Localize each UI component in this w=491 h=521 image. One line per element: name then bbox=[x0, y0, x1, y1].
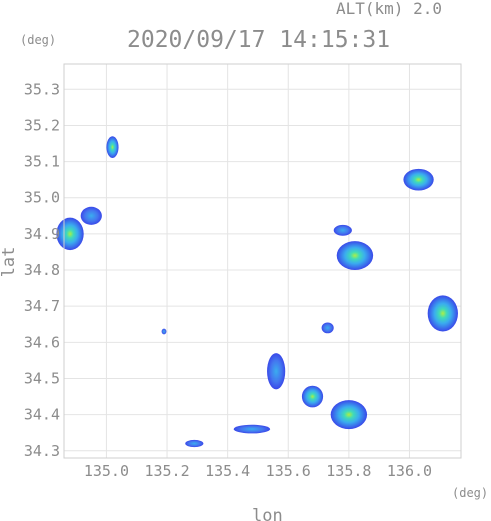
echo-cell bbox=[56, 217, 84, 251]
y-tick-label: 35.2 bbox=[24, 116, 60, 134]
altitude-label: ALT(km) 2.0 bbox=[336, 0, 442, 18]
echo-cell bbox=[80, 206, 102, 225]
echo-cell bbox=[267, 353, 286, 390]
echo-cell bbox=[330, 400, 368, 430]
x-tick-label: 136.0 bbox=[387, 462, 432, 480]
x-tick-label: 135.8 bbox=[326, 462, 371, 480]
grid bbox=[64, 64, 461, 458]
echo-cell bbox=[336, 241, 374, 271]
x-tick-label: 135.4 bbox=[205, 462, 250, 480]
y-tick-label: 34.6 bbox=[24, 333, 60, 351]
echo-cell bbox=[403, 168, 434, 191]
echo-cell bbox=[161, 328, 167, 335]
y-tick-label: 34.5 bbox=[24, 369, 60, 387]
y-tick-label: 34.4 bbox=[24, 406, 60, 424]
x-unit-label: (deg) bbox=[452, 486, 488, 500]
plot-frame bbox=[63, 63, 462, 459]
x-axis-label: lon bbox=[252, 506, 283, 521]
x-tick-labels: 135.0 135.2 135.4 135.6 135.8 136.0 bbox=[84, 462, 432, 480]
y-tick-labels: 34.3 34.4 34.5 34.6 34.7 34.8 34.9 35.0 35.1 35.2… bbox=[24, 80, 60, 459]
echo-cell bbox=[233, 424, 271, 434]
y-tick-label: 35.1 bbox=[24, 153, 60, 171]
y-tick-label: 35.0 bbox=[24, 189, 60, 207]
echo-cell bbox=[333, 224, 352, 236]
y-tick-label: 34.7 bbox=[24, 297, 60, 315]
y-tick-label: 34.8 bbox=[24, 261, 60, 279]
echo-cell bbox=[321, 322, 334, 334]
y-tick-label: 34.9 bbox=[24, 225, 60, 243]
x-tick-label: 135.0 bbox=[84, 462, 129, 480]
y-axis-label: lat bbox=[0, 247, 19, 278]
y-unit-label: (deg) bbox=[20, 33, 56, 47]
y-tick-label: 35.3 bbox=[24, 80, 60, 98]
echo-cell bbox=[301, 385, 324, 408]
x-tick-label: 135.2 bbox=[144, 462, 189, 480]
timestamp-title: 2020/09/17 14:15:31 bbox=[127, 27, 390, 53]
y-tick-label: 34.3 bbox=[24, 442, 60, 460]
x-tick-label: 135.6 bbox=[266, 462, 311, 480]
echo-cell bbox=[106, 136, 119, 158]
echo-cell bbox=[427, 295, 458, 332]
echo-cell bbox=[185, 439, 204, 448]
precipitation-echoes bbox=[56, 136, 458, 448]
